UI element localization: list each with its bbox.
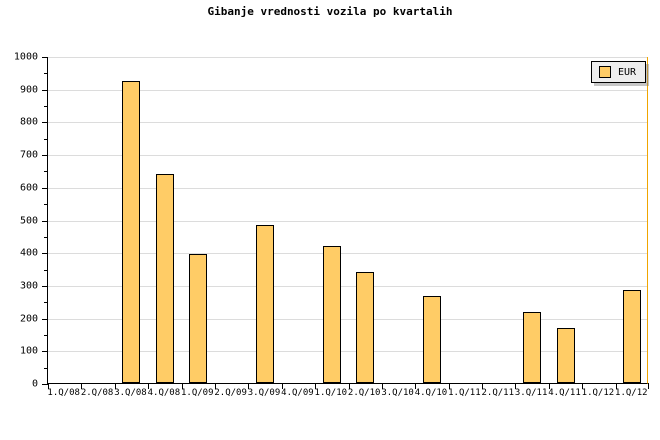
x-axis-tick xyxy=(148,383,150,389)
x-axis-tick xyxy=(448,383,450,389)
y-axis-tick-major xyxy=(42,89,48,91)
y-axis-label: 400 xyxy=(19,247,38,259)
bar[interactable] xyxy=(155,173,174,383)
x-axis-label: 4.Q/11 xyxy=(548,388,581,398)
y-axis-tick-minor xyxy=(44,204,48,206)
x-axis-label: 4.Q/10 xyxy=(414,388,448,398)
gridline xyxy=(48,253,647,255)
x-axis-label: 1.Q/10 xyxy=(314,388,348,398)
x-axis-tick xyxy=(214,383,216,389)
plot-area xyxy=(42,57,649,389)
gridline xyxy=(48,122,647,124)
y-axis-tick-minor xyxy=(44,269,48,271)
y-axis-label: 1000 xyxy=(13,51,38,63)
gridline xyxy=(48,285,647,287)
x-axis-tick xyxy=(248,383,250,389)
y-axis-tick-minor xyxy=(44,138,48,140)
gridline xyxy=(48,351,647,353)
gridline xyxy=(48,220,647,222)
bar[interactable] xyxy=(322,245,341,383)
x-axis-tick xyxy=(181,383,183,389)
x-axis-label: 4.Q/09 xyxy=(281,388,314,398)
y-axis-tick-minor xyxy=(44,302,48,304)
gridline xyxy=(48,89,647,91)
x-axis-label: 2.Q/08 xyxy=(80,388,114,398)
x-axis-label: 1.Q/12 xyxy=(581,388,615,398)
y-axis-tick-major xyxy=(42,384,48,385)
y-axis-label: 800 xyxy=(19,116,38,128)
y-axis-tick-major xyxy=(42,351,48,353)
bar[interactable] xyxy=(256,225,275,383)
bar[interactable] xyxy=(623,289,642,383)
x-axis-tick xyxy=(48,383,49,389)
y-axis-label: 500 xyxy=(19,215,38,226)
chart-legend[interactable]: EUR xyxy=(590,61,646,83)
x-axis-tick xyxy=(114,383,116,389)
y-axis-tick-major xyxy=(42,220,48,222)
x-axis-tick xyxy=(582,383,584,389)
y-axis-label: 700 xyxy=(19,149,38,161)
y-axis-tick-major xyxy=(42,155,48,157)
x-axis-label: 1.Q/08 xyxy=(47,388,80,398)
bar[interactable] xyxy=(189,253,208,383)
bar[interactable] xyxy=(523,311,542,383)
x-axis-label: 3.Q/08 xyxy=(114,388,147,398)
x-axis-tick xyxy=(348,383,350,389)
chart-title: Gibanje vrednosti vozila po kvartalih xyxy=(207,5,453,18)
x-axis-label: 4.Q/08 xyxy=(147,388,181,398)
bar[interactable] xyxy=(556,328,575,383)
x-axis-tick xyxy=(81,383,83,389)
y-axis-tick-minor xyxy=(44,236,48,238)
y-axis-tick-major xyxy=(42,122,48,124)
x-axis-tick xyxy=(415,383,417,389)
y-axis-tick-major xyxy=(42,187,48,189)
x-axis-tick xyxy=(648,383,649,389)
legend-label-eur: EUR xyxy=(617,66,636,78)
y-axis-label: 200 xyxy=(19,313,38,325)
y-axis-tick-minor xyxy=(44,73,48,75)
x-axis-tick xyxy=(615,383,617,389)
x-axis-label: 1.Q/12 xyxy=(615,388,648,398)
x-axis-label: 1.Q/11 xyxy=(448,388,481,398)
bar[interactable] xyxy=(422,296,441,383)
x-axis-label: 2.Q/11 xyxy=(481,388,515,398)
y-axis-label: 300 xyxy=(19,280,38,292)
y-axis-tick-major xyxy=(42,285,48,287)
legend-swatch-eur xyxy=(598,66,611,78)
bar[interactable] xyxy=(122,80,141,383)
bar[interactable] xyxy=(356,272,375,383)
x-axis-tick xyxy=(548,383,550,389)
y-axis-label: 600 xyxy=(19,182,38,194)
x-axis-tick xyxy=(381,383,383,389)
x-axis-label: 3.Q/10 xyxy=(381,388,414,398)
x-axis-tick xyxy=(281,383,283,389)
gridline xyxy=(48,318,647,320)
y-axis-tick-minor xyxy=(44,106,48,108)
x-axis-label: 2.Q/09 xyxy=(214,388,247,398)
y-axis-label: 900 xyxy=(19,84,38,96)
y-axis-label: 0 xyxy=(31,378,38,390)
y-axis-tick-major xyxy=(42,318,48,320)
y-axis-tick-minor xyxy=(44,367,48,369)
gridline xyxy=(48,187,647,189)
y-axis-tick-minor xyxy=(44,171,48,173)
x-axis-tick xyxy=(482,383,484,389)
gridline xyxy=(48,155,647,157)
x-axis-label: 3.Q/11 xyxy=(514,388,548,398)
x-axis-tick xyxy=(315,383,317,389)
y-axis-tick-major xyxy=(42,57,48,58)
y-axis-tick-major xyxy=(42,253,48,255)
y-axis-tick-minor xyxy=(44,334,48,336)
x-axis-label: 3.Q/09 xyxy=(247,388,281,398)
y-axis-label: 100 xyxy=(19,345,38,357)
x-axis-label: 1.Q/09 xyxy=(180,388,214,398)
x-axis-label: 2.Q/10 xyxy=(347,388,381,398)
x-axis-tick xyxy=(515,383,517,389)
gridline xyxy=(48,57,647,58)
